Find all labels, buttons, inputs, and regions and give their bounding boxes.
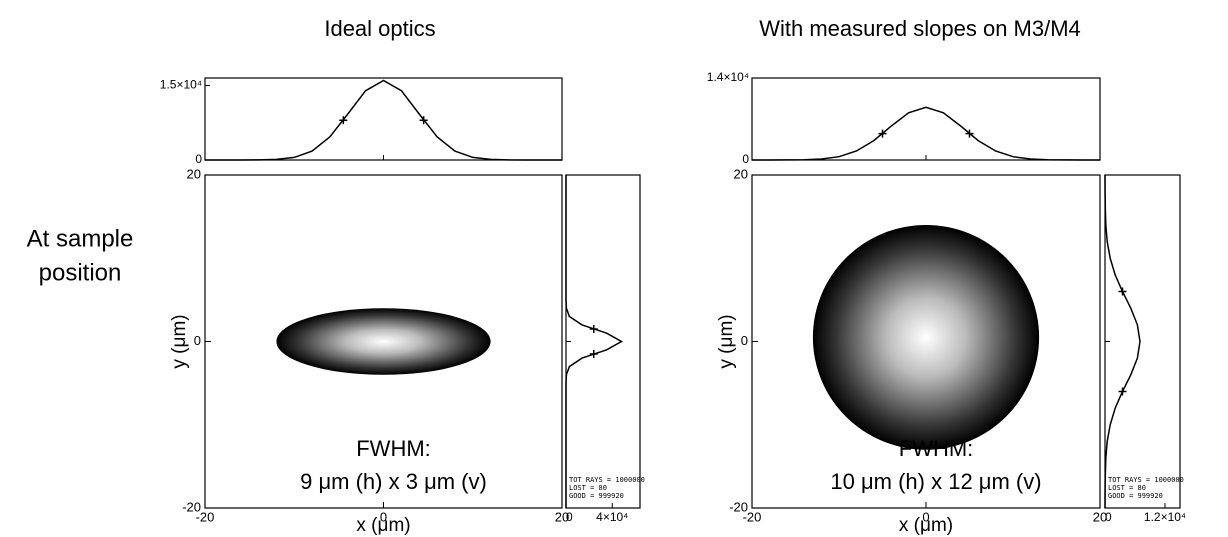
x-tick-label: 0 (922, 509, 929, 524)
ray-stats: LOST = 80 (1108, 484, 1146, 492)
fwhm-marker (1118, 387, 1127, 396)
fwhm-annotation: FWHM: (356, 436, 431, 461)
x-tick-label: 0 (566, 510, 573, 524)
x-tick-label: 1.2×10⁴ (1144, 510, 1186, 524)
x-axis-label: x (μm) (899, 515, 953, 536)
y-tick-label: 0 (194, 333, 201, 348)
fwhm-marker (419, 116, 428, 125)
y-tick-label: 1.5×10⁴ (160, 78, 202, 92)
ray-stats: GOOD = 999920 (1108, 492, 1163, 500)
y-tick-label: -20 (182, 499, 201, 514)
y-tick-label: 0 (741, 333, 748, 348)
beam-spot (812, 224, 1040, 450)
fwhm-marker (965, 129, 974, 138)
fwhm-annotation: FWHM: (899, 436, 974, 461)
panel-title: Ideal optics (324, 16, 435, 41)
y-tick-label: 20 (734, 166, 748, 181)
profile-frame (1104, 174, 1181, 509)
fwhm-marker (339, 116, 348, 125)
y-axis-label: y (μm) (716, 314, 737, 368)
y-axis-label: y (μm) (169, 314, 190, 368)
fwhm-annotation: 9 μm (h) x 3 μm (v) (300, 469, 487, 494)
y-tick-label: 20 (187, 166, 201, 181)
row-label: At sample (27, 225, 134, 252)
profile-frame (751, 77, 1101, 161)
x-axis-label: x (μm) (356, 515, 410, 536)
fwhm-marker (589, 349, 598, 358)
y-tick-label: 0 (195, 152, 202, 166)
x-tick-label: -20 (743, 509, 762, 524)
y-profile-line (565, 175, 624, 508)
profile-frame (204, 77, 563, 161)
x-tick-label: -20 (196, 509, 215, 524)
x-tick-label: 20 (555, 509, 569, 524)
x-tick-label: 4×10⁴ (596, 510, 628, 524)
x-tick-label: 20 (1093, 509, 1107, 524)
ray-stats: TOT RAYS = 1000000 (569, 476, 645, 484)
y-tick-label: -20 (729, 499, 748, 514)
x-profile-line (205, 79, 562, 161)
panel-title: With measured slopes on M3/M4 (759, 16, 1081, 41)
ray-stats: LOST = 80 (569, 484, 607, 492)
fwhm-marker (589, 325, 598, 334)
x-profile-line (752, 106, 1100, 161)
fwhm-marker (878, 129, 887, 138)
y-tick-label: 1.4×10⁴ (707, 70, 749, 84)
fwhm-marker (1118, 287, 1127, 296)
y-profile-line (1104, 174, 1141, 509)
x-tick-label: 0 (380, 509, 387, 524)
beam-spot (276, 308, 491, 375)
ray-stats: TOT RAYS = 1000000 (1108, 476, 1184, 484)
profile-frame (565, 174, 641, 509)
y-tick-label: 0 (742, 152, 749, 166)
fwhm-annotation: 10 μm (h) x 12 μm (v) (830, 469, 1041, 494)
x-tick-label: 0 (1105, 510, 1112, 524)
row-label: position (39, 259, 122, 286)
ray-stats: GOOD = 999920 (569, 492, 624, 500)
